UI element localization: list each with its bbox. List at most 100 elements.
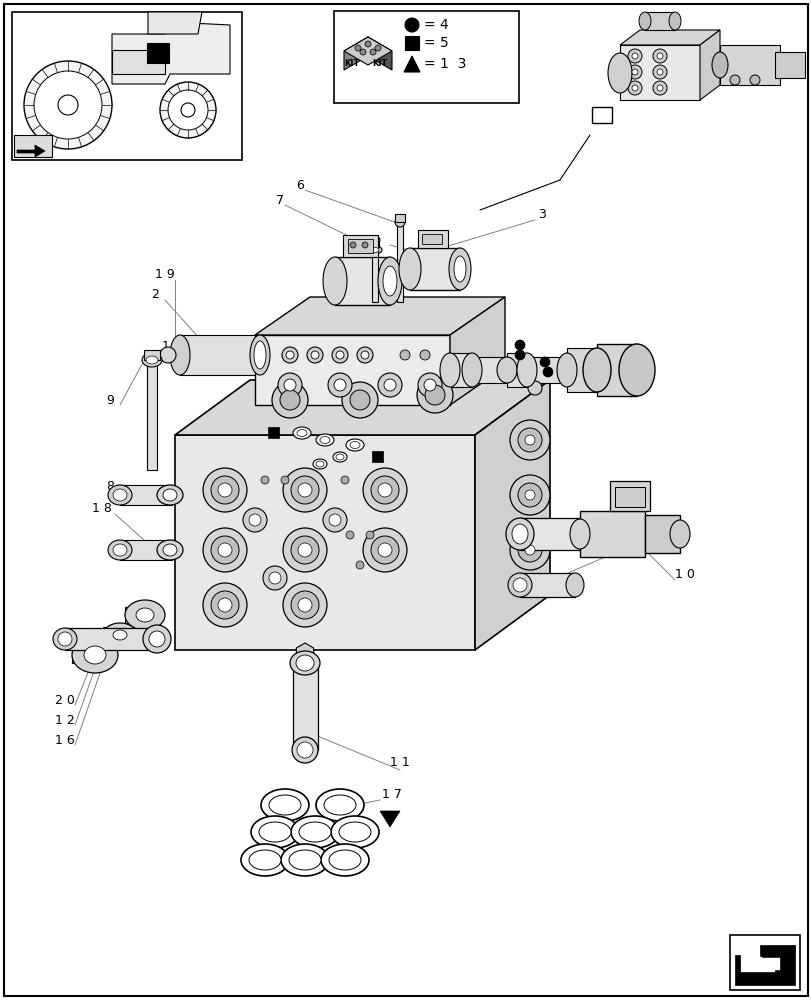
Ellipse shape bbox=[448, 248, 470, 290]
Circle shape bbox=[168, 90, 208, 130]
Circle shape bbox=[631, 85, 637, 91]
Bar bbox=[719, 45, 779, 85]
Bar bbox=[72, 647, 92, 663]
Ellipse shape bbox=[371, 247, 379, 252]
Bar bbox=[348, 239, 372, 253]
Circle shape bbox=[514, 340, 525, 350]
Circle shape bbox=[631, 53, 637, 59]
Ellipse shape bbox=[453, 256, 466, 282]
Circle shape bbox=[323, 508, 346, 532]
Ellipse shape bbox=[607, 53, 631, 93]
Circle shape bbox=[268, 572, 281, 584]
Bar bbox=[405, 36, 418, 50]
Circle shape bbox=[652, 81, 666, 95]
Polygon shape bbox=[148, 12, 202, 34]
Text: 1 1: 1 1 bbox=[389, 756, 410, 768]
Text: = 4: = 4 bbox=[423, 18, 448, 32]
Ellipse shape bbox=[290, 816, 338, 848]
Circle shape bbox=[281, 476, 289, 484]
Circle shape bbox=[631, 69, 637, 75]
Polygon shape bbox=[734, 945, 794, 985]
Circle shape bbox=[370, 49, 375, 55]
Text: 1 6: 1 6 bbox=[55, 733, 75, 746]
Text: 1 9: 1 9 bbox=[155, 267, 174, 280]
Circle shape bbox=[336, 351, 344, 359]
Ellipse shape bbox=[461, 353, 482, 387]
Circle shape bbox=[283, 583, 327, 627]
Text: 1 2: 1 2 bbox=[55, 713, 75, 726]
Bar bbox=[268, 427, 279, 438]
Circle shape bbox=[514, 350, 525, 360]
Ellipse shape bbox=[398, 248, 420, 290]
Text: 3: 3 bbox=[538, 208, 545, 221]
Text: 8: 8 bbox=[106, 481, 114, 493]
Ellipse shape bbox=[367, 246, 381, 254]
Circle shape bbox=[341, 382, 378, 418]
Ellipse shape bbox=[135, 608, 154, 622]
Bar bbox=[371, 252, 378, 302]
Bar bbox=[394, 214, 405, 222]
Circle shape bbox=[517, 483, 541, 507]
Ellipse shape bbox=[125, 600, 165, 630]
Circle shape bbox=[281, 347, 298, 363]
Circle shape bbox=[363, 468, 406, 512]
Ellipse shape bbox=[249, 850, 281, 870]
Ellipse shape bbox=[370, 236, 380, 244]
Text: = 5: = 5 bbox=[423, 36, 448, 50]
Circle shape bbox=[217, 543, 232, 557]
Ellipse shape bbox=[143, 625, 171, 653]
Ellipse shape bbox=[84, 646, 106, 664]
Circle shape bbox=[277, 373, 302, 397]
Circle shape bbox=[290, 476, 319, 504]
Text: 1 8: 1 8 bbox=[92, 502, 112, 516]
Text: 6: 6 bbox=[296, 179, 303, 192]
Circle shape bbox=[242, 508, 267, 532]
Circle shape bbox=[290, 591, 319, 619]
Circle shape bbox=[525, 490, 534, 500]
Ellipse shape bbox=[312, 459, 327, 469]
Ellipse shape bbox=[297, 742, 312, 758]
Ellipse shape bbox=[378, 257, 401, 305]
Ellipse shape bbox=[582, 348, 610, 392]
Ellipse shape bbox=[297, 430, 307, 436]
Circle shape bbox=[211, 536, 238, 564]
Ellipse shape bbox=[281, 844, 328, 876]
Bar bbox=[333, 11, 518, 103]
Bar bbox=[144, 350, 160, 360]
Ellipse shape bbox=[268, 795, 301, 815]
Bar bbox=[614, 487, 644, 507]
Circle shape bbox=[203, 583, 247, 627]
Bar bbox=[519, 573, 574, 597]
Circle shape bbox=[34, 71, 102, 139]
Text: 1 5: 1 5 bbox=[162, 340, 182, 354]
Polygon shape bbox=[112, 50, 165, 74]
Circle shape bbox=[527, 381, 541, 395]
Circle shape bbox=[350, 242, 355, 248]
Polygon shape bbox=[255, 335, 449, 405]
Ellipse shape bbox=[163, 489, 177, 501]
Ellipse shape bbox=[323, 257, 346, 305]
Text: KIT: KIT bbox=[344, 59, 359, 68]
Circle shape bbox=[405, 18, 418, 32]
Ellipse shape bbox=[513, 578, 526, 592]
Ellipse shape bbox=[668, 12, 680, 30]
Circle shape bbox=[366, 531, 374, 539]
Ellipse shape bbox=[556, 353, 577, 387]
Ellipse shape bbox=[320, 436, 329, 444]
Circle shape bbox=[656, 85, 663, 91]
Bar bbox=[147, 360, 157, 470]
Circle shape bbox=[423, 379, 436, 391]
Ellipse shape bbox=[711, 52, 727, 78]
Circle shape bbox=[509, 530, 549, 570]
Bar bbox=[103, 627, 117, 643]
Bar bbox=[120, 540, 172, 560]
Bar bbox=[371, 451, 383, 462]
Bar bbox=[147, 43, 169, 63]
Circle shape bbox=[203, 528, 247, 572]
Circle shape bbox=[517, 538, 541, 562]
Circle shape bbox=[217, 483, 232, 497]
Circle shape bbox=[362, 242, 367, 248]
Bar bbox=[12, 12, 242, 160]
Ellipse shape bbox=[298, 822, 331, 842]
Text: 1 7: 1 7 bbox=[382, 788, 401, 801]
